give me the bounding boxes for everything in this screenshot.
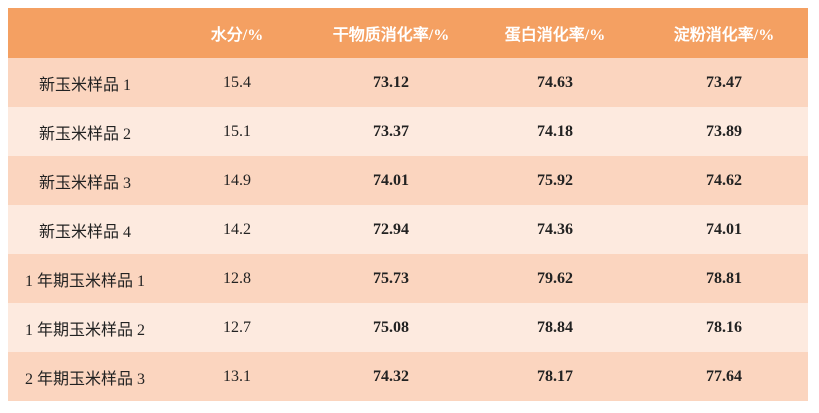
- table-cell: 73.47: [706, 73, 742, 91]
- table-row: 1 年期玉米样品 1 12.8 75.73 79.62 78.81: [8, 254, 808, 303]
- table-cell: 15.1: [223, 122, 251, 140]
- table-cell: 75.73: [373, 269, 409, 287]
- table-cell: 78.81: [706, 269, 742, 287]
- table-cell: 75.92: [537, 171, 573, 189]
- table-cell: 74.18: [537, 122, 573, 140]
- table-cell: 14.9: [223, 171, 251, 189]
- table-cell: 12.8: [223, 269, 251, 287]
- table-row: 新玉米样品 1 15.4 73.12 74.63 73.47: [8, 58, 808, 107]
- table-cell: 74.62: [706, 171, 742, 189]
- header-cell: 水分/%: [210, 27, 264, 44]
- table-cell: 74.63: [537, 73, 573, 91]
- row-label: 2 年期玉米样品 3: [24, 370, 145, 388]
- table-cell: 15.4: [223, 73, 251, 91]
- header-cell: 蛋白消化率/%: [504, 27, 606, 44]
- table-cell: 73.89: [706, 122, 742, 140]
- table-cell: 72.94: [373, 220, 409, 238]
- table-cell: 78.17: [537, 367, 573, 385]
- table-body: 新玉米样品 1 15.4 73.12 74.63 73.47 新玉米样品 2 15.1 73.…: [8, 58, 808, 401]
- table-header: 水分/% 干物质消化率/% 蛋白消化率/% 淀粉消化率/%: [8, 8, 808, 58]
- header-cell-empty: [8, 8, 162, 58]
- table-cell: 74.32: [373, 367, 409, 385]
- table-cell: 78.84: [537, 318, 573, 336]
- table-cell: 77.64: [706, 367, 742, 385]
- table-row: 新玉米样品 2 15.1 73.37 74.18 73.89: [8, 107, 808, 156]
- table-row: 新玉米样品 3 14.9 74.01 75.92 74.62: [8, 156, 808, 205]
- table-cell: 79.62: [537, 269, 573, 287]
- row-label: 1 年期玉米样品 1: [24, 272, 145, 290]
- data-table: 水分/% 干物质消化率/% 蛋白消化率/% 淀粉消化率/% 新玉米样品 1 15.4 73…: [8, 8, 808, 401]
- table-row: 2 年期玉米样品 3 13.1 74.32 78.17 77.64: [8, 352, 808, 401]
- header-row: 水分/% 干物质消化率/% 蛋白消化率/% 淀粉消化率/%: [8, 8, 808, 58]
- table-cell: 14.2: [223, 220, 251, 238]
- table-cell: 12.7: [223, 318, 251, 336]
- table-cell: 73.12: [373, 73, 409, 91]
- row-label: 1 年期玉米样品 2: [24, 321, 145, 339]
- header-cell: 淀粉消化率/%: [673, 27, 775, 44]
- row-label: 新玉米样品 2: [38, 125, 131, 143]
- table-cell: 78.16: [706, 318, 742, 336]
- table-cell: 13.1: [223, 367, 251, 385]
- header-cell: 干物质消化率/%: [332, 27, 450, 44]
- table-cell: 73.37: [373, 122, 409, 140]
- table-cell: 74.01: [706, 220, 742, 238]
- row-label: 新玉米样品 1: [38, 76, 131, 94]
- table-cell: 74.01: [373, 171, 409, 189]
- row-label: 新玉米样品 3: [38, 174, 131, 192]
- table-cell: 75.08: [373, 318, 409, 336]
- row-label: 新玉米样品 4: [38, 223, 131, 241]
- table-row: 新玉米样品 4 14.2 72.94 74.36 74.01: [8, 205, 808, 254]
- table-row: 1 年期玉米样品 2 12.7 75.08 78.84 78.16: [8, 303, 808, 352]
- table-cell: 74.36: [537, 220, 573, 238]
